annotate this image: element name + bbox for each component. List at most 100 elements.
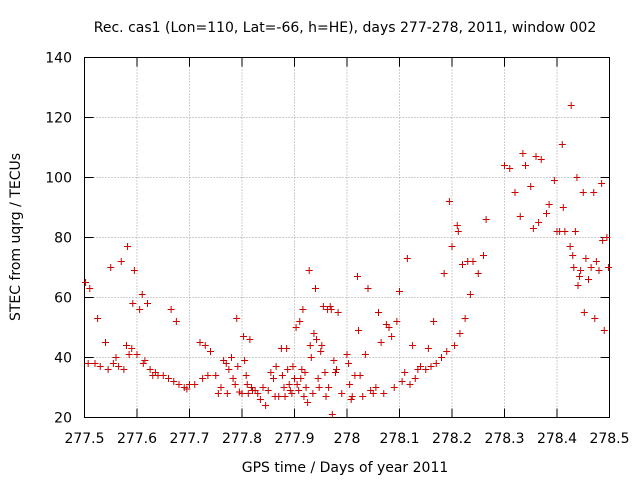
data-point bbox=[567, 102, 575, 109]
data-point bbox=[240, 333, 248, 340]
data-point bbox=[201, 342, 209, 349]
data-point bbox=[264, 387, 272, 394]
data-point bbox=[272, 363, 280, 370]
data-point bbox=[559, 204, 567, 211]
data-point bbox=[124, 243, 132, 250]
data-point bbox=[390, 384, 398, 391]
data-point bbox=[604, 264, 612, 271]
data-point bbox=[355, 327, 363, 334]
data-point bbox=[146, 366, 154, 373]
data-point bbox=[543, 210, 550, 217]
data-point bbox=[590, 189, 598, 196]
data-point bbox=[102, 339, 109, 346]
data-point bbox=[313, 336, 321, 343]
data-point bbox=[91, 360, 99, 367]
x-tick-label: 277.6 bbox=[117, 431, 157, 447]
data-point bbox=[242, 372, 250, 379]
data-point bbox=[172, 318, 180, 325]
data-point bbox=[300, 393, 308, 400]
data-point bbox=[393, 318, 401, 325]
data-point bbox=[254, 390, 262, 397]
data-point bbox=[453, 222, 461, 229]
data-point bbox=[256, 396, 264, 403]
data-point bbox=[204, 372, 212, 379]
y-tick-label: 140 bbox=[45, 51, 72, 67]
data-point bbox=[577, 267, 585, 274]
data-point bbox=[234, 363, 242, 370]
x-tick-label: 277.5 bbox=[64, 431, 104, 447]
data-point bbox=[96, 363, 104, 370]
data-point bbox=[585, 276, 592, 283]
x-tick-labels: 277.5 277.6 277.7 277.8 277.9 278 278.1 278.2 27… bbox=[64, 431, 629, 447]
data-point bbox=[527, 183, 535, 190]
data-point bbox=[133, 351, 141, 358]
data-point bbox=[570, 264, 578, 271]
data-point bbox=[104, 366, 112, 373]
data-point bbox=[167, 306, 175, 313]
data-point bbox=[422, 366, 430, 373]
data-point bbox=[297, 375, 305, 382]
data-point bbox=[84, 360, 92, 367]
data-point bbox=[356, 372, 364, 379]
y-tick-labels: 20 40 60 80 100 120 140 bbox=[45, 51, 72, 427]
data-point bbox=[306, 342, 314, 349]
data-point bbox=[315, 384, 323, 391]
data-point bbox=[129, 300, 137, 307]
data-point bbox=[170, 378, 178, 385]
data-point bbox=[223, 390, 231, 397]
data-point bbox=[411, 375, 419, 382]
data-point bbox=[299, 306, 307, 313]
data-point bbox=[369, 390, 377, 397]
data-point bbox=[448, 243, 456, 250]
data-point bbox=[461, 315, 469, 322]
data-point bbox=[440, 270, 448, 277]
data-point bbox=[345, 360, 353, 367]
data-point bbox=[580, 309, 588, 316]
data-point bbox=[262, 402, 270, 409]
x-tick-label: 277.9 bbox=[274, 431, 314, 447]
data-point bbox=[229, 375, 237, 382]
x-tick-label: 278.4 bbox=[537, 431, 577, 447]
data-point bbox=[312, 285, 319, 292]
data-point bbox=[480, 252, 487, 259]
data-point bbox=[207, 348, 214, 355]
data-point bbox=[401, 369, 409, 376]
data-point bbox=[573, 174, 581, 181]
data-point bbox=[334, 309, 342, 316]
y-axis-label: STEC from uqrg / TECUs bbox=[8, 153, 24, 321]
data-point bbox=[305, 267, 313, 274]
data-point bbox=[275, 393, 283, 400]
data-point bbox=[516, 213, 524, 220]
data-point bbox=[417, 363, 424, 370]
data-point bbox=[469, 258, 477, 265]
data-point bbox=[317, 348, 325, 355]
data-point bbox=[424, 345, 432, 352]
data-point bbox=[587, 264, 595, 271]
data-point bbox=[474, 270, 482, 277]
data-point bbox=[396, 288, 403, 295]
data-point bbox=[191, 381, 199, 388]
data-point bbox=[243, 381, 251, 388]
y-tick-label: 40 bbox=[54, 351, 72, 367]
data-point bbox=[318, 342, 326, 349]
y-tick-label: 60 bbox=[54, 291, 72, 307]
chart-title: Rec. cas1 (Lon=110, Lat=-66, h=HE), days… bbox=[94, 20, 596, 36]
data-point bbox=[288, 390, 296, 397]
data-point bbox=[403, 255, 411, 262]
data-point bbox=[244, 390, 252, 397]
data-point bbox=[175, 381, 183, 388]
data-point bbox=[292, 324, 300, 331]
data-point bbox=[346, 381, 354, 388]
data-point bbox=[115, 363, 123, 370]
data-point bbox=[361, 351, 369, 358]
data-point bbox=[322, 393, 330, 400]
data-point bbox=[599, 237, 607, 244]
x-tick-label: 278.2 bbox=[432, 431, 472, 447]
axis-ticks bbox=[84, 57, 610, 418]
y-tick-label: 80 bbox=[54, 231, 72, 247]
data-point bbox=[112, 354, 120, 361]
data-point bbox=[574, 282, 582, 289]
data-point bbox=[456, 330, 464, 337]
data-point bbox=[501, 162, 508, 169]
data-point bbox=[443, 348, 451, 355]
